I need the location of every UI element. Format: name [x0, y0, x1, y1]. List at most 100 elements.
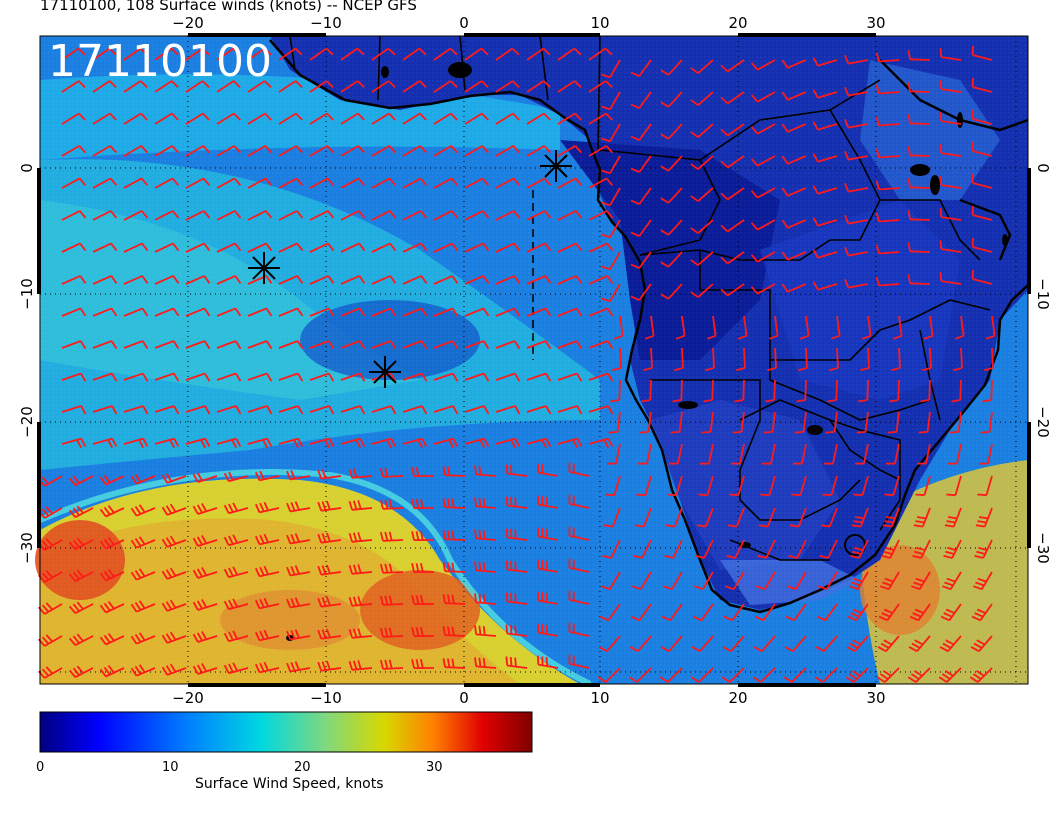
wind-barb-feather: [630, 231, 640, 237]
wind-barb-feather: [99, 572, 107, 582]
wind-barb-feather: [204, 373, 211, 382]
wind-barb-shaft: [402, 372, 423, 381]
wind-barb-shaft: [605, 667, 621, 683]
wind-barb-feather: [690, 195, 699, 202]
asterisk-marker: [369, 356, 401, 388]
wind-barb-shaft: [123, 307, 143, 317]
wind-barb-feather: [891, 367, 901, 372]
wind-barb-shaft: [637, 635, 652, 652]
wind-barb-shaft: [92, 405, 113, 413]
wind-barb-feather: [829, 367, 839, 372]
wind-barb-shaft: [402, 307, 422, 317]
wind-barb-shaft: [609, 571, 621, 590]
wind-barb-shaft: [321, 475, 342, 480]
wind-barb-shaft: [915, 667, 931, 683]
wind-barb-shaft: [673, 507, 683, 527]
wind-barb-shaft: [879, 91, 900, 95]
wind-barb-shaft: [309, 307, 329, 317]
wind-barb-feather: [877, 646, 887, 652]
wind-barb-shaft: [507, 600, 528, 605]
wind-barb-feather: [598, 646, 608, 652]
wind-barb-feather: [545, 405, 552, 415]
wind-barb-feather: [419, 112, 427, 121]
wind-barb-feather: [266, 405, 273, 415]
wind-barb-shaft: [804, 379, 807, 401]
wind-barb-feather: [482, 242, 490, 252]
wind-barb-feather: [974, 554, 984, 559]
wind-barb-feather: [161, 538, 168, 548]
wind-barb-feather: [976, 608, 986, 614]
wind-barb-feather: [447, 562, 451, 572]
wind-barb-shaft: [228, 539, 249, 547]
wind-barb-feather: [223, 600, 230, 610]
wind-barb-shaft: [669, 603, 683, 621]
wind-barb-feather: [76, 665, 84, 674]
wind-barb-shaft: [667, 187, 683, 204]
wind-barb-feather: [450, 177, 459, 186]
wind-barb-feather: [357, 628, 362, 638]
wind-barb-feather: [911, 642, 921, 649]
wind-barb-feather: [76, 569, 84, 578]
wind-barb-shaft: [197, 635, 218, 643]
wind-barb-feather: [321, 501, 327, 511]
wind-barb-shaft: [667, 91, 683, 108]
wind-barb-feather: [263, 501, 269, 511]
wind-barb-shaft: [123, 340, 144, 349]
wind-barb-feather: [812, 89, 819, 99]
wind-barb-feather: [726, 554, 736, 559]
wind-barb-feather: [513, 275, 521, 284]
wind-barb-shaft: [105, 507, 125, 518]
wind-barb-feather: [72, 539, 80, 548]
wind-barb-feather: [357, 145, 365, 154]
wind-barb-shaft: [569, 662, 590, 669]
wind-barb-feather: [812, 217, 819, 227]
wind-barb-shaft: [185, 145, 204, 157]
wind-barb-feather: [883, 670, 892, 677]
wind-barb-shaft: [972, 182, 993, 189]
wind-barb-shaft: [92, 210, 112, 221]
wind-barbs: [38, 45, 996, 683]
wind-barb-feather: [482, 340, 490, 350]
wind-barb-shaft: [154, 340, 175, 349]
wind-barb-shaft: [352, 539, 373, 543]
wind-barb-feather: [99, 636, 107, 646]
wind-barb-feather: [480, 47, 489, 56]
wind-barb-feather: [172, 210, 180, 219]
wind-barb-feather: [575, 340, 583, 350]
wind-barb-feather: [939, 240, 943, 250]
wind-barb-shaft: [507, 504, 528, 509]
wind-barb-shaft: [507, 664, 528, 669]
wind-barb-feather: [138, 536, 146, 545]
wind-barb-feather: [875, 116, 880, 126]
wind-barb-shaft: [737, 475, 745, 496]
wind-barb-shaft: [228, 475, 249, 483]
wind-barb-feather: [509, 529, 513, 539]
wind-barb-shaft: [951, 539, 962, 559]
wind-barb-feather: [78, 112, 86, 121]
wind-barb-shaft: [185, 112, 204, 125]
wind-barb-feather: [326, 80, 334, 88]
wind-barb-feather: [781, 283, 789, 293]
wind-barb-shaft: [909, 218, 931, 221]
wind-barb-shaft: [982, 539, 993, 559]
wind-barb-feather: [254, 471, 261, 481]
wind-barb-feather: [913, 524, 923, 528]
wind-barb-shaft: [817, 155, 838, 163]
wind-barb-shaft: [697, 91, 714, 106]
wind-barb-feather: [452, 405, 459, 415]
wind-barb-feather: [848, 673, 858, 680]
wind-barb-shaft: [352, 635, 373, 639]
wind-barb-shaft: [526, 275, 546, 285]
wind-barb-feather: [411, 467, 415, 477]
wind-barb-feather: [474, 561, 477, 571]
axis-bars: [37, 33, 1031, 687]
wind-barb-shaft: [879, 187, 900, 191]
wind-barb-feather: [389, 307, 397, 317]
wind-barb-feather: [946, 520, 956, 524]
wind-barb-shaft: [824, 603, 838, 621]
wind-barb-shaft: [74, 635, 94, 646]
wind-barb-feather: [254, 631, 261, 641]
wind-barb-shaft: [371, 47, 389, 61]
wind-barb-feather: [358, 307, 366, 317]
wind-barb-shaft: [743, 347, 746, 369]
